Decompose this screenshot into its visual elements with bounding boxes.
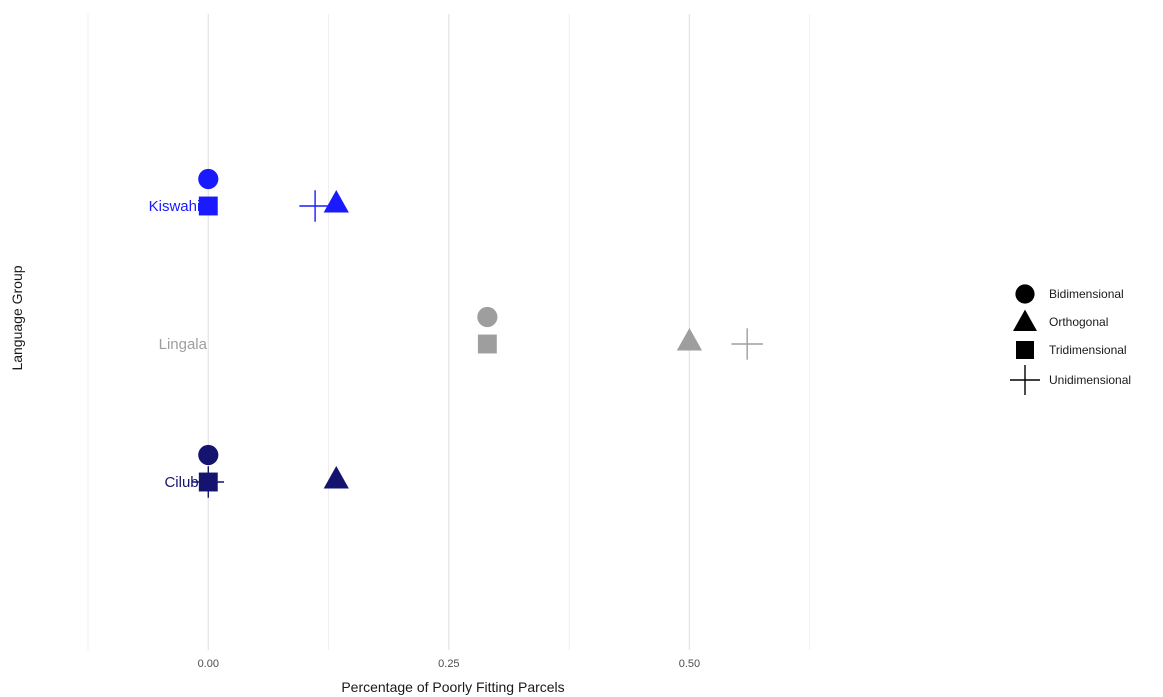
point-ciluba-orthogonal: [323, 465, 349, 489]
point-kiswahili-tridimensional: [198, 196, 218, 216]
legend-tridimensional-square-icon: [1016, 341, 1034, 359]
legend-bidimensional-circle-icon: [1015, 284, 1035, 304]
legend-unidimensional-plus-icon: [1010, 365, 1040, 395]
point-kiswahili-bidimensional: [198, 168, 219, 190]
legend-label-bidimensional: Bidimensional: [1049, 287, 1124, 301]
legend-orthogonal-triangle-icon: [1013, 309, 1037, 331]
x-tick-label-2: 0.50: [679, 658, 700, 670]
category-label-kiswahili: Kiswahili: [149, 198, 207, 215]
point-kiswahili-orthogonal: [323, 189, 349, 213]
legend-label-unidimensional: Unidimensional: [1049, 373, 1131, 387]
point-kiswahili-unidimensional: [299, 190, 331, 222]
x-tick-label-0: 0.00: [198, 658, 219, 670]
point-ciluba-bidimensional: [198, 444, 219, 466]
y-axis-title: Language Group: [9, 265, 25, 370]
point-ciluba-unidimensional: [192, 466, 225, 498]
point-lingala-bidimensional: [477, 306, 498, 328]
legend-label-orthogonal: Orthogonal: [1049, 315, 1108, 329]
x-axis-title: Percentage of Poorly Fitting Parcels: [341, 679, 564, 695]
gridlines: [87, 14, 811, 650]
point-lingala-orthogonal: [676, 327, 703, 351]
x-axis-tick-labels: 0.00 0.25 0.50: [198, 658, 701, 670]
x-tick-label-1: 0.25: [438, 658, 459, 670]
y-axis-category-labels: Kiswahili Lingala Ciluba: [149, 198, 208, 491]
legend-label-tridimensional: Tridimensional: [1049, 343, 1127, 357]
data-points: [192, 168, 763, 498]
point-lingala-tridimensional: [477, 334, 497, 354]
category-label-lingala: Lingala: [159, 336, 208, 353]
legend: Bidimensional Orthogonal Tridimensional Uni…: [1010, 284, 1131, 395]
category-label-ciluba: Ciluba: [164, 474, 207, 491]
point-lingala-unidimensional: [731, 328, 763, 360]
